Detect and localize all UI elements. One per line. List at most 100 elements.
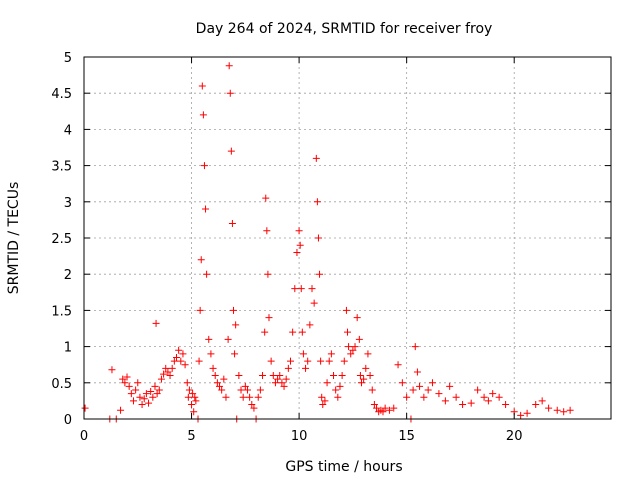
data-point xyxy=(553,406,561,414)
data-point xyxy=(149,393,157,401)
data-point xyxy=(480,393,488,401)
data-point xyxy=(127,390,135,398)
data-point xyxy=(243,386,251,394)
data-point xyxy=(344,328,351,336)
data-point xyxy=(231,350,239,358)
y-tick-label: 5 xyxy=(64,51,72,66)
data-point xyxy=(177,357,185,365)
data-point xyxy=(385,406,393,414)
data-point xyxy=(293,248,301,256)
data-point xyxy=(189,390,197,398)
data-point xyxy=(162,364,170,372)
data-point xyxy=(286,357,294,365)
data-point xyxy=(138,401,146,409)
data-point xyxy=(366,372,374,380)
data-point xyxy=(291,285,299,293)
data-point xyxy=(254,393,262,401)
data-point xyxy=(459,401,467,409)
data-point xyxy=(229,306,237,314)
data-point xyxy=(269,372,277,380)
data-point xyxy=(145,399,153,407)
data-point xyxy=(250,404,258,412)
data-point xyxy=(121,379,129,387)
data-point xyxy=(192,397,200,405)
data-point xyxy=(304,357,312,365)
data-point xyxy=(467,399,475,407)
x-tick-label: 10 xyxy=(291,429,308,444)
data-point xyxy=(310,299,318,307)
data-point xyxy=(362,364,370,372)
data-point xyxy=(319,401,327,409)
data-point xyxy=(239,393,247,401)
data-point xyxy=(198,82,206,90)
data-point xyxy=(151,382,159,390)
data-point xyxy=(284,364,292,372)
data-point xyxy=(222,393,230,401)
data-point xyxy=(347,350,355,358)
data-point xyxy=(353,314,361,322)
data-point xyxy=(334,393,342,401)
data-point xyxy=(312,154,320,162)
x-tick-labels: 0 5 10 15 20 xyxy=(80,429,523,444)
data-point xyxy=(262,194,270,202)
data-point xyxy=(179,350,187,358)
data-point xyxy=(152,319,160,327)
data-point xyxy=(225,62,233,70)
data-point xyxy=(199,111,207,119)
data-point xyxy=(237,386,245,394)
data-point xyxy=(232,321,240,329)
axis-ticks xyxy=(83,56,611,420)
data-point xyxy=(538,397,546,405)
y-axis-label: SRMTID / TECUs xyxy=(6,182,22,295)
data-point xyxy=(356,372,364,380)
data-point xyxy=(261,328,269,336)
data-point xyxy=(276,372,284,380)
y-tick-label: 3.5 xyxy=(51,160,72,175)
data-point xyxy=(338,372,346,380)
data-point xyxy=(416,382,424,390)
data-point xyxy=(274,375,282,383)
data-point xyxy=(420,393,428,401)
data-points xyxy=(81,62,574,423)
data-point xyxy=(327,350,335,358)
data-point xyxy=(226,89,234,97)
data-point xyxy=(532,401,540,409)
y-tick-label: 1.5 xyxy=(51,304,72,319)
data-point xyxy=(164,368,172,376)
data-point xyxy=(200,162,208,170)
data-point xyxy=(147,387,155,395)
data-point xyxy=(517,411,525,419)
data-point xyxy=(228,220,236,228)
data-point xyxy=(160,370,168,378)
data-point xyxy=(323,379,331,387)
data-point xyxy=(134,379,142,387)
data-point xyxy=(123,373,131,381)
data-point xyxy=(413,368,421,376)
data-point xyxy=(259,372,267,380)
data-point xyxy=(140,395,148,403)
data-point xyxy=(523,409,531,417)
data-point xyxy=(136,393,144,401)
data-point xyxy=(263,227,271,235)
data-point xyxy=(409,386,417,394)
data-point xyxy=(474,386,482,394)
data-point xyxy=(168,364,176,372)
data-point xyxy=(313,198,321,206)
data-point xyxy=(308,285,316,293)
data-point xyxy=(108,366,116,374)
data-point xyxy=(129,397,137,405)
data-point xyxy=(256,386,264,394)
y-tick-label: 2 xyxy=(64,268,72,283)
data-point xyxy=(282,375,290,383)
grid-lines xyxy=(84,57,611,419)
data-point xyxy=(332,386,340,394)
data-point xyxy=(336,382,344,390)
data-point xyxy=(566,406,574,414)
data-point xyxy=(166,372,174,380)
data-point xyxy=(345,343,353,351)
data-point xyxy=(381,404,389,412)
data-point xyxy=(446,382,454,390)
data-point xyxy=(330,372,338,380)
data-point xyxy=(306,321,314,329)
